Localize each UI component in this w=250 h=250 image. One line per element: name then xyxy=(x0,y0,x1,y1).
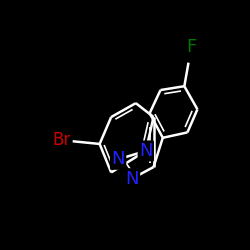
Text: Br: Br xyxy=(52,131,70,149)
Text: N: N xyxy=(139,142,152,160)
Text: F: F xyxy=(186,38,196,56)
Text: N: N xyxy=(125,170,139,188)
Text: N: N xyxy=(111,150,125,168)
